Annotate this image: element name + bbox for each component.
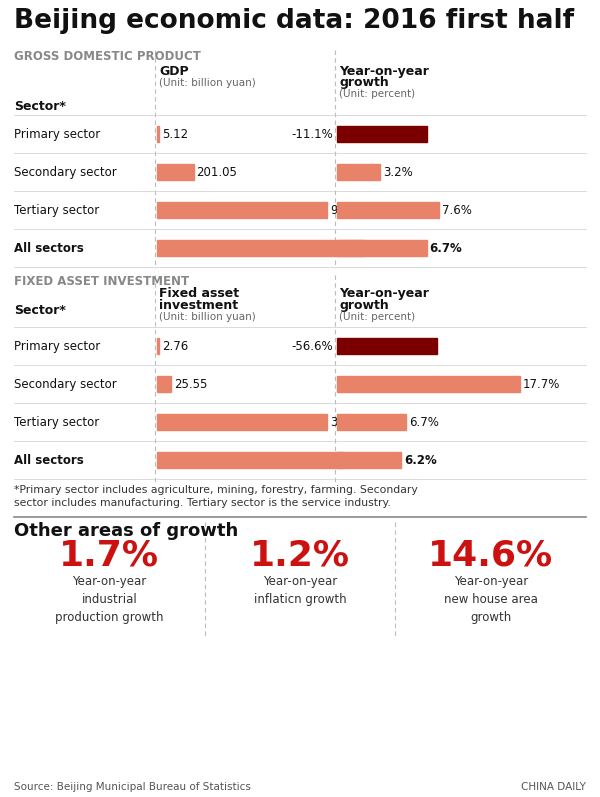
Text: Other areas of growth: Other areas of growth <box>14 522 238 540</box>
Text: Year-on-year: Year-on-year <box>339 287 429 300</box>
Bar <box>337 452 401 468</box>
Text: 6.7%: 6.7% <box>409 415 439 429</box>
Text: 25.55: 25.55 <box>174 378 208 391</box>
Text: (Unit: billion yuan): (Unit: billion yuan) <box>159 312 256 322</box>
Bar <box>157 202 327 218</box>
Text: Year-on-year
industrial
production growth: Year-on-year industrial production growt… <box>55 575 164 624</box>
Text: 336.16: 336.16 <box>346 453 391 466</box>
Bar <box>337 240 427 256</box>
Text: Primary sector: Primary sector <box>14 340 100 352</box>
Text: 14.6%: 14.6% <box>428 539 553 573</box>
Bar <box>337 202 439 218</box>
Text: Sector*: Sector* <box>14 100 66 113</box>
Text: (Unit: percent): (Unit: percent) <box>339 312 415 322</box>
Text: Secondary sector: Secondary sector <box>14 166 117 179</box>
Text: FIXED ASSET INVESTMENT: FIXED ASSET INVESTMENT <box>14 275 189 288</box>
Text: Year-on-year: Year-on-year <box>339 65 429 78</box>
Text: Tertiary sector: Tertiary sector <box>14 415 99 429</box>
Text: sector includes manufacturing. Tertiary sector is the service industry.: sector includes manufacturing. Tertiary … <box>14 498 391 508</box>
Text: (Unit: billion yuan): (Unit: billion yuan) <box>159 78 256 88</box>
Text: GROSS DOMESTIC PRODUCT: GROSS DOMESTIC PRODUCT <box>14 50 201 63</box>
Bar <box>337 414 406 430</box>
Text: growth: growth <box>339 76 389 89</box>
Text: (Unit: percent): (Unit: percent) <box>339 89 415 99</box>
Text: 1,141.38: 1,141.38 <box>367 241 426 254</box>
Text: Primary sector: Primary sector <box>14 128 100 140</box>
Bar <box>337 338 437 354</box>
Text: 17.7%: 17.7% <box>523 378 560 391</box>
Bar <box>157 414 327 430</box>
Text: All sectors: All sectors <box>14 453 84 466</box>
Text: Secondary sector: Secondary sector <box>14 378 117 391</box>
Text: 2.76: 2.76 <box>162 340 188 352</box>
Text: Year-on-year
inflaticn growth: Year-on-year inflaticn growth <box>254 575 346 606</box>
Text: 6.2%: 6.2% <box>404 453 437 466</box>
Text: 6.7%: 6.7% <box>430 241 462 254</box>
Text: -56.6%: -56.6% <box>292 340 333 352</box>
Bar <box>337 164 380 180</box>
Text: CHINA DAILY: CHINA DAILY <box>521 782 586 792</box>
Text: 7.6%: 7.6% <box>442 203 472 217</box>
Text: Sector*: Sector* <box>14 304 66 317</box>
Text: 1.7%: 1.7% <box>59 539 160 573</box>
Text: investment: investment <box>159 299 238 312</box>
Bar <box>157 376 171 392</box>
Bar <box>157 164 194 180</box>
Bar <box>157 126 159 142</box>
Bar <box>157 452 343 468</box>
Text: growth: growth <box>339 299 389 312</box>
Text: 5.12: 5.12 <box>162 128 188 140</box>
Bar <box>337 376 520 392</box>
Bar <box>157 338 159 354</box>
Text: Fixed asset: Fixed asset <box>159 287 239 300</box>
Text: 307.85: 307.85 <box>330 415 371 429</box>
Text: 3.2%: 3.2% <box>383 166 413 179</box>
Text: *Primary sector includes agriculture, mining, forestry, farming. Secondary: *Primary sector includes agriculture, mi… <box>14 485 418 495</box>
Text: Beijing economic data: 2016 first half: Beijing economic data: 2016 first half <box>14 8 574 34</box>
Text: All sectors: All sectors <box>14 241 84 254</box>
Text: 1.2%: 1.2% <box>250 539 350 573</box>
Bar <box>337 126 427 142</box>
Text: -11.1%: -11.1% <box>291 128 333 140</box>
Text: GDP: GDP <box>159 65 188 78</box>
Text: Year-on-year
new house area
growth: Year-on-year new house area growth <box>444 575 538 624</box>
Bar <box>157 240 364 256</box>
Text: Tertiary sector: Tertiary sector <box>14 203 99 217</box>
Text: 935.21: 935.21 <box>330 203 371 217</box>
Text: Source: Beijing Municipal Bureau of Statistics: Source: Beijing Municipal Bureau of Stat… <box>14 782 251 792</box>
Text: 201.05: 201.05 <box>197 166 238 179</box>
